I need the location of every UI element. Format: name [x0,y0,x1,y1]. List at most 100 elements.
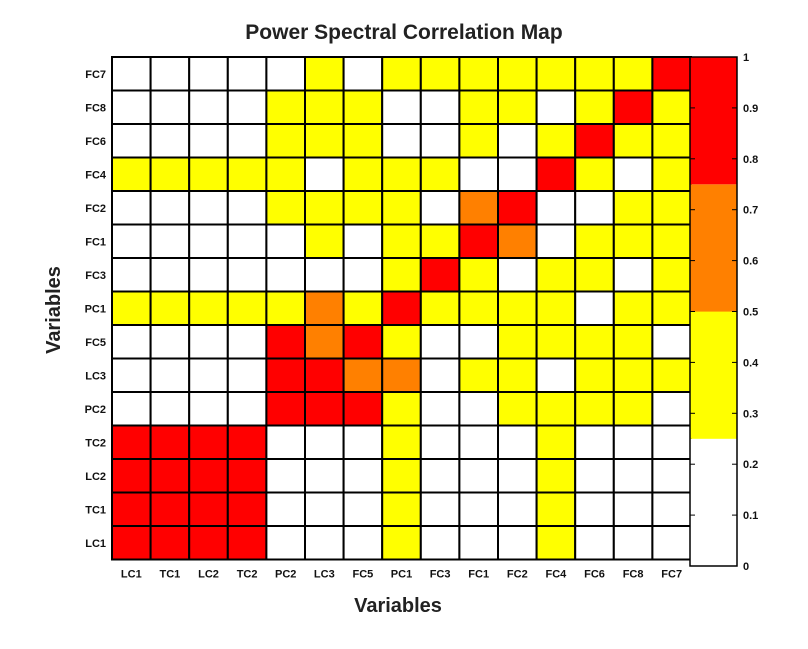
heatmap-cell-fc6-fc6 [574,123,615,159]
heatmap-cell-fc3-tc1 [149,257,191,293]
x-tick-label: FC8 [623,569,644,581]
heatmap-cell-fc7-fc6 [574,56,615,92]
heatmap-cell-lc3-fc4 [535,357,577,393]
heatmap-cell-fc4-lc1 [111,156,152,192]
heatmap-cell-lc3-lc3 [304,357,345,393]
heatmap-cell-fc6-fc8 [612,123,654,159]
colorbar-tick-label: 0.1 [743,510,758,522]
heatmap-cell-fc7-fc3 [419,56,461,92]
heatmap-cell-fc7-pc1 [381,56,422,92]
heatmap-cell-tc2-fc7 [651,424,693,460]
colorbar-segment [690,184,737,312]
heatmap-cell-fc7-lc3 [304,56,345,92]
heatmap-cell-fc8-tc2 [226,89,268,125]
heatmap-cell-pc2-fc4 [535,391,577,427]
heatmap-cell-fc3-pc1 [381,257,422,293]
heatmap-cell-fc6-lc2 [188,123,229,159]
heatmap-cell-lc3-pc2 [265,357,306,393]
heatmap-cell-lc2-fc3 [419,458,461,494]
heatmap-cell-fc8-lc3 [304,89,345,125]
y-tick-label: LC1 [85,538,106,550]
x-tick-label: FC7 [661,569,682,581]
heatmap-cell-fc5-fc8 [612,324,654,360]
heatmap-cell-fc8-fc8 [612,89,654,125]
heatmap-cell-fc8-fc6 [574,89,615,125]
heatmap-cell-fc1-lc3 [304,223,345,259]
heatmap-cell-fc5-fc4 [535,324,577,360]
heatmap-cell-pc2-lc3 [304,391,345,427]
heatmap-cell-lc2-tc2 [226,458,268,494]
y-tick-label: FC2 [85,203,106,215]
heatmap-cell-fc2-tc2 [226,190,268,226]
heatmap-cell-fc7-fc7 [651,56,693,92]
heatmap-cell-tc1-fc6 [574,491,615,527]
heatmap-cell-tc2-pc1 [381,424,422,460]
heatmap-cell-fc7-fc1 [458,56,499,92]
heatmap-cell-lc3-fc3 [419,357,461,393]
heatmap-cell-pc1-fc6 [574,290,615,326]
heatmap-cell-pc2-tc2 [226,391,268,427]
heatmap-cell-pc2-fc5 [342,391,384,427]
heatmap-cell-fc2-fc6 [574,190,615,226]
heatmap-cell-fc3-fc3 [419,257,461,293]
heatmap-cell-lc1-fc1 [458,525,499,561]
heatmap-cell-lc2-pc2 [265,458,306,494]
heatmap-cell-fc2-fc8 [612,190,654,226]
heatmap-cell-fc5-pc1 [381,324,422,360]
heatmap-cell-tc2-fc1 [458,424,499,460]
heatmap-cell-lc1-lc2 [188,525,229,561]
heatmap-cell-fc4-fc8 [612,156,654,192]
x-tick-label: FC5 [353,569,374,581]
heatmap-cell-fc2-lc2 [188,190,229,226]
heatmap-cell-pc1-fc5 [342,290,384,326]
heatmap-cell-pc1-pc1 [381,290,422,326]
heatmap-cell-lc1-fc2 [497,525,538,561]
heatmap-cell-fc2-pc2 [265,190,306,226]
heatmap-cell-lc2-fc7 [651,458,693,494]
heatmap-cell-fc4-lc3 [304,156,345,192]
heatmap-cell-pc2-pc1 [381,391,422,427]
heatmap-cell-tc2-lc2 [188,424,229,460]
heatmap-cell-fc6-pc1 [381,123,422,159]
heatmap-cell-lc2-lc3 [304,458,345,494]
heatmap-cell-fc1-pc2 [265,223,306,259]
heatmap-cell-lc1-lc1 [111,525,152,561]
heatmap-cell-lc3-tc2 [226,357,268,393]
heatmap-cell-fc2-fc1 [458,190,499,226]
heatmap-cell-pc2-fc3 [419,391,461,427]
heatmap-cell-fc7-tc1 [149,56,191,92]
heatmap-cell-fc7-fc4 [535,56,577,92]
heatmap-cell-fc7-fc5 [342,56,384,92]
heatmap-cell-fc7-lc2 [188,56,229,92]
heatmap-cell-fc6-tc2 [226,123,268,159]
heatmap-cell-fc2-lc3 [304,190,345,226]
heatmap-cell-pc1-fc2 [497,290,538,326]
heatmap-cell-tc1-lc2 [188,491,229,527]
heatmap-cell-fc8-fc5 [342,89,384,125]
heatmap-cell-fc2-tc1 [149,190,191,226]
heatmap-cell-fc4-tc1 [149,156,191,192]
heatmap-cell-fc8-fc3 [419,89,461,125]
heatmap-cell-lc1-lc3 [304,525,345,561]
heatmap-cell-fc7-pc2 [265,56,306,92]
heatmap-cell-fc3-lc2 [188,257,229,293]
colorbar-tick-label: 1 [743,52,749,64]
heatmap-cell-lc3-tc1 [149,357,191,393]
heatmap-cell-lc3-fc8 [612,357,654,393]
heatmap-cell-fc4-fc2 [497,156,538,192]
heatmap-cell-fc8-pc2 [265,89,306,125]
heatmap-cell-fc4-fc4 [535,156,577,192]
heatmap-cell-fc1-pc1 [381,223,422,259]
heatmap-cell-fc3-lc1 [111,257,152,293]
heatmap-cell-lc3-fc5 [342,357,384,393]
heatmap-cell-fc5-pc2 [265,324,306,360]
heatmap-cell-fc5-fc6 [574,324,615,360]
y-tick-labels: FC7 FC8 FC6 FC4 FC2 FC1 FC3 PC1 FC5 LC3 PC2 TC2 LC2 T… [85,69,107,550]
y-tick-label: TC1 [85,504,106,516]
heatmap-cell-fc3-fc4 [535,257,577,293]
heatmap-cell-tc1-fc8 [612,491,654,527]
heatmap-cell-fc1-fc6 [574,223,615,259]
heatmap-cell-pc2-pc2 [265,391,306,427]
x-tick-label: PC1 [391,569,412,581]
heatmap-cell-lc1-tc1 [149,525,191,561]
